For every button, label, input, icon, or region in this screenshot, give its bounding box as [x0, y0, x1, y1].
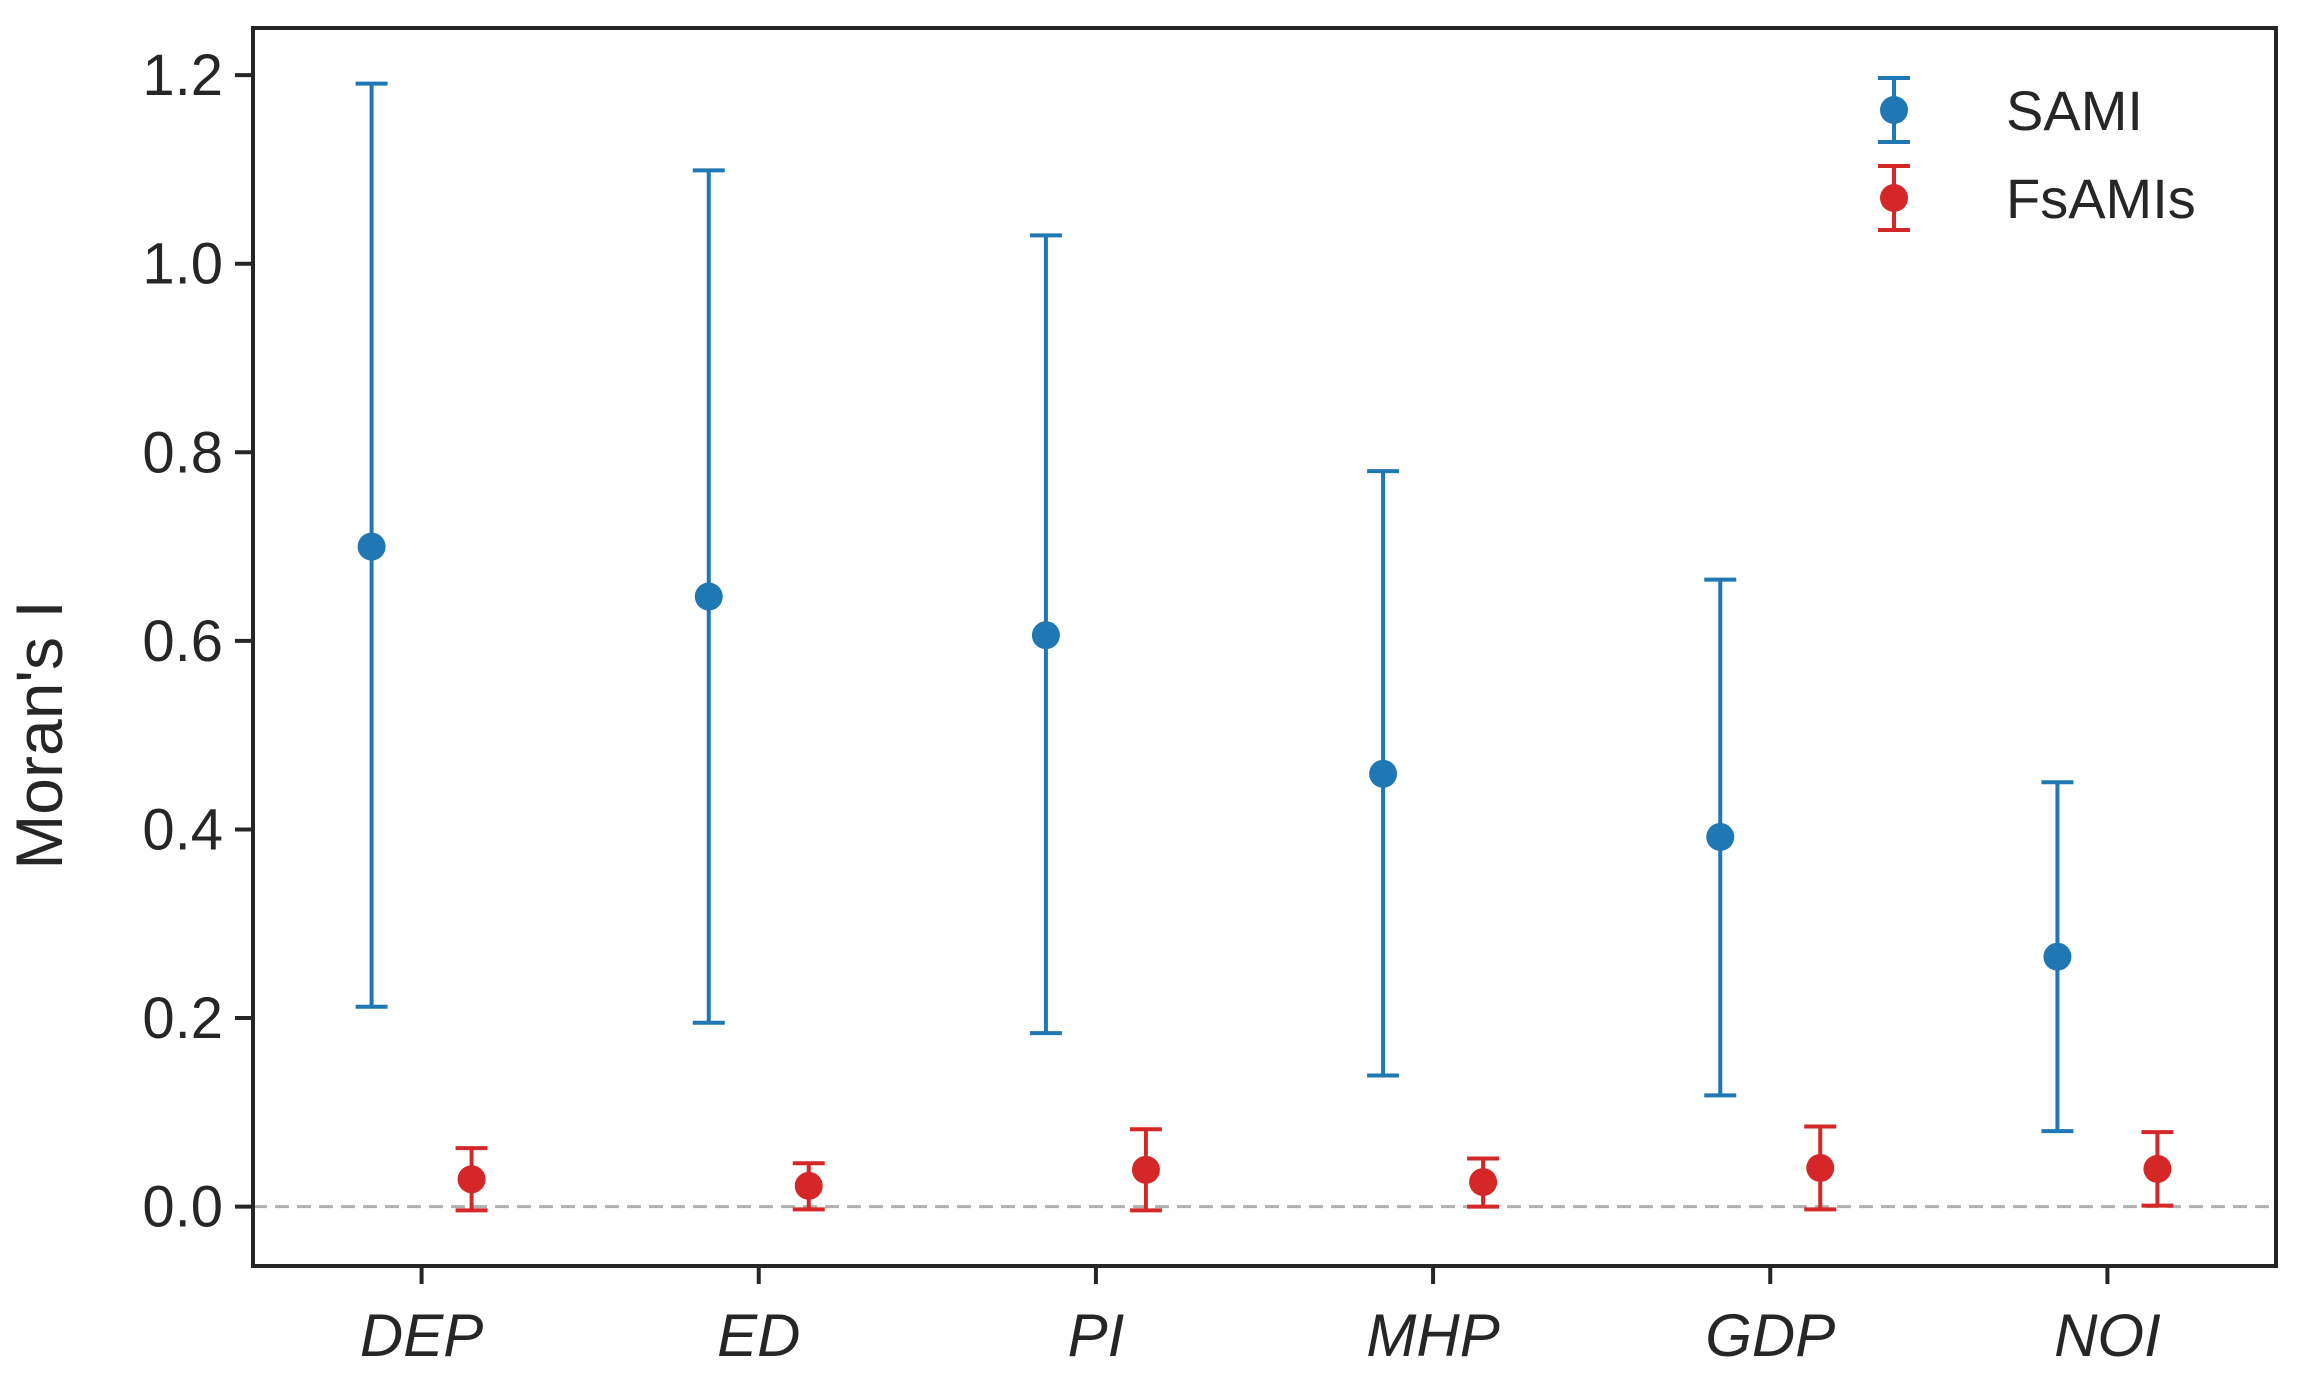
y-axis-title: Moran's I	[2, 600, 76, 869]
legend-label: FsAMIs	[2006, 167, 2196, 230]
data-point	[457, 1165, 486, 1194]
legend-marker	[1880, 184, 1908, 212]
legend: SAMI FsAMIs	[1878, 76, 2196, 232]
plot-area: 0.0 0.2 0.4 0.6 0.8 1.0 1.2 DEP ED PI MHP GDP NOI	[142, 26, 2278, 1369]
data-point	[357, 532, 386, 561]
y-tick-label: 0.4	[142, 797, 223, 862]
y-axis-ticks: 0.0 0.2 0.4 0.6 0.8 1.0 1.2	[142, 43, 253, 1240]
y-tick-label: 0.0	[142, 1175, 223, 1240]
series-fsamis	[455, 1124, 2174, 1213]
x-tick-label-pi: PI	[1068, 1302, 1125, 1369]
data-point	[1806, 1153, 1835, 1182]
x-tick-label-noi: NOI	[2054, 1302, 2161, 1369]
data-point	[1706, 822, 1735, 851]
x-axis-ticks: DEP ED PI MHP GDP NOI	[360, 1266, 2161, 1369]
plot-frame	[251, 26, 2278, 1268]
x-tick-label-mhp: MHP	[1366, 1302, 1499, 1369]
x-tick-label-gdp: GDP	[1705, 1302, 1835, 1369]
data-point	[1031, 621, 1060, 650]
x-tick-label-ed: ED	[717, 1302, 800, 1369]
y-tick-label: 1.2	[142, 43, 223, 108]
legend-item-sami: SAMI	[1878, 76, 2143, 144]
data-point	[694, 582, 723, 611]
data-point	[794, 1171, 823, 1200]
data-point	[1131, 1155, 1160, 1184]
y-tick-label: 1.0	[142, 232, 223, 297]
series-layer	[355, 81, 2174, 1213]
data-point	[1369, 759, 1398, 788]
legend-item-fsamis: FsAMIs	[1878, 164, 2196, 232]
y-tick-label: 0.6	[142, 609, 223, 674]
legend-marker	[1880, 96, 1908, 124]
data-point	[2043, 942, 2072, 971]
y-tick-label: 0.8	[142, 420, 223, 485]
legend-label: SAMI	[2006, 79, 2143, 142]
series-sami	[355, 81, 2074, 1134]
y-tick-label: 0.2	[142, 986, 223, 1051]
x-tick-label-dep: DEP	[360, 1302, 483, 1369]
data-point	[2143, 1154, 2172, 1183]
data-point	[1469, 1168, 1498, 1197]
